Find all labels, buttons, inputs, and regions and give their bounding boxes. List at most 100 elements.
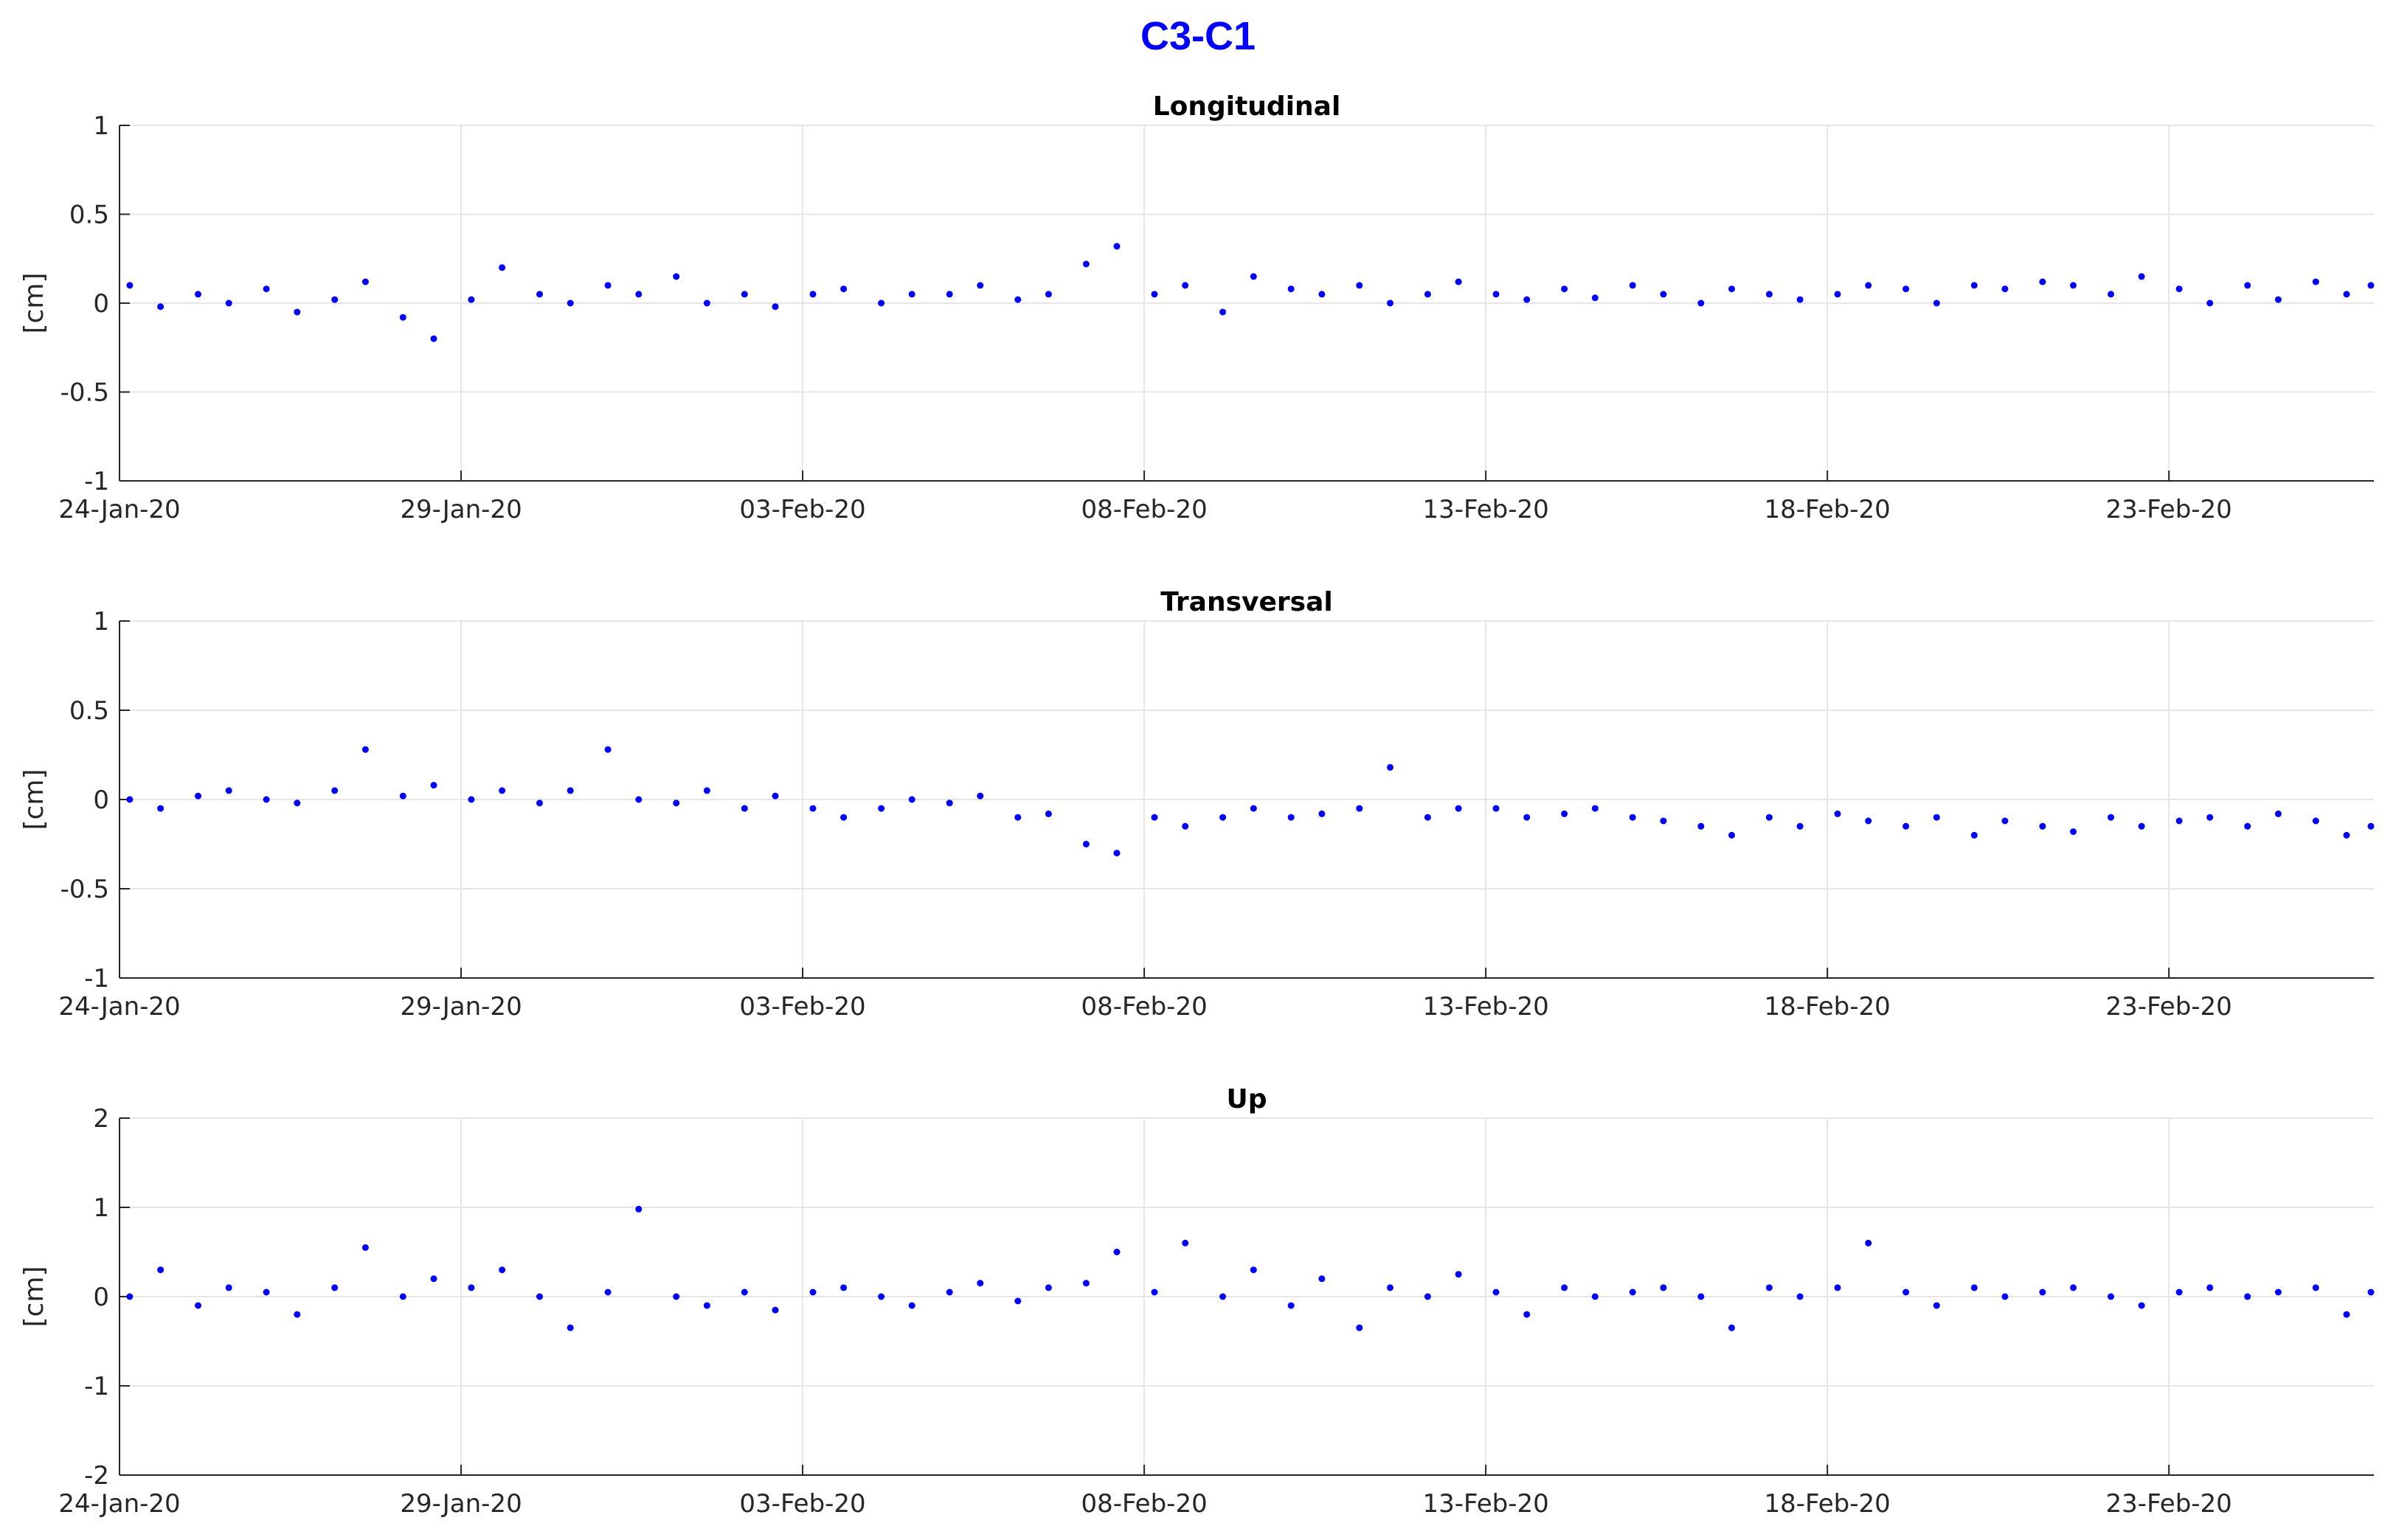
chart-panel-2: 1 0.5 0 -0.5 -124-Jan-20 29-Jan-20 03-Feb-20 08… bbox=[19, 587, 2375, 1022]
data-point bbox=[1250, 1266, 1257, 1274]
data-point bbox=[2343, 831, 2350, 839]
x-tick-label: 29-Jan-20 bbox=[400, 495, 522, 524]
data-point bbox=[1697, 1293, 1705, 1300]
y-axis-label: [cm] bbox=[19, 769, 49, 830]
data-point bbox=[399, 1293, 406, 1300]
data-point bbox=[977, 282, 984, 289]
data-point bbox=[331, 1284, 339, 1291]
data-point bbox=[1219, 814, 1227, 821]
data-point bbox=[1387, 1284, 1393, 1291]
data-point bbox=[1492, 291, 1500, 298]
data-point bbox=[772, 792, 779, 800]
data-point bbox=[635, 796, 643, 803]
data-point bbox=[1629, 814, 1636, 821]
data-point bbox=[2108, 291, 2114, 298]
chart-panel-3: 2 1 0 -1 -224-Jan-20 29-Jan-20 03-Feb-20 08-Feb… bbox=[19, 1084, 2375, 1519]
data-point bbox=[294, 800, 301, 807]
y-tick-label: 0.5 bbox=[69, 201, 109, 230]
data-point bbox=[1561, 1284, 1568, 1291]
data-point bbox=[673, 273, 680, 280]
x-tick-label: 24-Jan-20 bbox=[58, 1489, 180, 1519]
data-point bbox=[126, 282, 134, 289]
data-point bbox=[536, 1293, 543, 1300]
data-point bbox=[1629, 1288, 1636, 1296]
data-point bbox=[2001, 1293, 2009, 1300]
data-point bbox=[741, 1288, 748, 1296]
data-point bbox=[2206, 1284, 2214, 1291]
data-point bbox=[703, 787, 710, 794]
data-point bbox=[908, 291, 915, 298]
x-tick-label: 24-Jan-20 bbox=[58, 495, 180, 524]
data-point bbox=[604, 746, 612, 753]
y-tick-label: 0 bbox=[93, 289, 109, 319]
data-point bbox=[294, 1311, 301, 1318]
data-point bbox=[399, 313, 406, 321]
data-point bbox=[840, 814, 848, 821]
x-tick-label: 03-Feb-20 bbox=[739, 495, 865, 524]
data-point bbox=[2070, 1284, 2077, 1291]
data-point bbox=[1561, 810, 1568, 817]
x-tick-label: 23-Feb-20 bbox=[2106, 495, 2232, 524]
data-point bbox=[430, 782, 437, 789]
data-point bbox=[1728, 831, 1735, 839]
data-point bbox=[741, 805, 748, 812]
y-tick-label: 1 bbox=[93, 607, 109, 637]
data-point bbox=[946, 800, 953, 807]
y-tick-label: 0 bbox=[93, 785, 109, 815]
data-point bbox=[1933, 814, 1940, 821]
data-point bbox=[536, 291, 543, 298]
data-point bbox=[878, 805, 885, 812]
data-point bbox=[2274, 296, 2282, 303]
data-point bbox=[809, 291, 817, 298]
data-point bbox=[2138, 273, 2145, 280]
data-point bbox=[567, 787, 574, 794]
data-point bbox=[977, 1280, 984, 1287]
data-point bbox=[1045, 291, 1052, 298]
data-point bbox=[2312, 817, 2319, 825]
data-point bbox=[635, 291, 643, 298]
x-tick-label: 13-Feb-20 bbox=[1422, 495, 1548, 524]
data-point bbox=[263, 1288, 270, 1296]
data-point bbox=[1151, 814, 1158, 821]
data-point bbox=[878, 299, 885, 307]
data-point bbox=[977, 792, 984, 800]
data-point bbox=[331, 296, 339, 303]
data-point bbox=[2175, 817, 2183, 825]
data-point bbox=[1356, 805, 1363, 812]
data-point bbox=[1629, 282, 1636, 289]
data-point bbox=[1014, 1297, 1022, 1305]
data-point bbox=[468, 296, 475, 303]
data-point bbox=[703, 1302, 710, 1309]
data-point bbox=[468, 796, 475, 803]
data-point bbox=[1182, 822, 1189, 830]
data-point bbox=[1728, 1324, 1735, 1331]
data-point bbox=[499, 264, 506, 271]
data-point bbox=[2274, 810, 2282, 817]
panel-title: Transversal bbox=[1160, 587, 1332, 617]
y-tick-label: 0.5 bbox=[69, 696, 109, 726]
x-tick-label: 08-Feb-20 bbox=[1081, 992, 1207, 1022]
data-point bbox=[2070, 282, 2077, 289]
data-point bbox=[703, 299, 710, 307]
data-point bbox=[2274, 1288, 2282, 1296]
y-tick-label: 0 bbox=[93, 1283, 109, 1312]
data-point bbox=[263, 285, 270, 293]
data-point bbox=[635, 1205, 643, 1213]
data-point bbox=[126, 796, 134, 803]
data-point bbox=[2244, 822, 2251, 830]
data-point bbox=[468, 1284, 475, 1291]
data-point bbox=[2367, 1288, 2375, 1296]
data-point bbox=[809, 1288, 817, 1296]
data-point bbox=[195, 1302, 201, 1309]
data-point bbox=[1151, 1288, 1158, 1296]
data-point bbox=[1933, 299, 1940, 307]
data-point bbox=[673, 1293, 680, 1300]
data-point bbox=[126, 1293, 134, 1300]
data-point bbox=[1318, 1275, 1326, 1283]
data-point bbox=[157, 805, 165, 812]
data-point bbox=[1970, 831, 1978, 839]
data-point bbox=[1113, 850, 1121, 857]
data-point bbox=[1455, 1271, 1462, 1278]
data-point bbox=[1182, 282, 1189, 289]
data-point bbox=[1865, 282, 1872, 289]
